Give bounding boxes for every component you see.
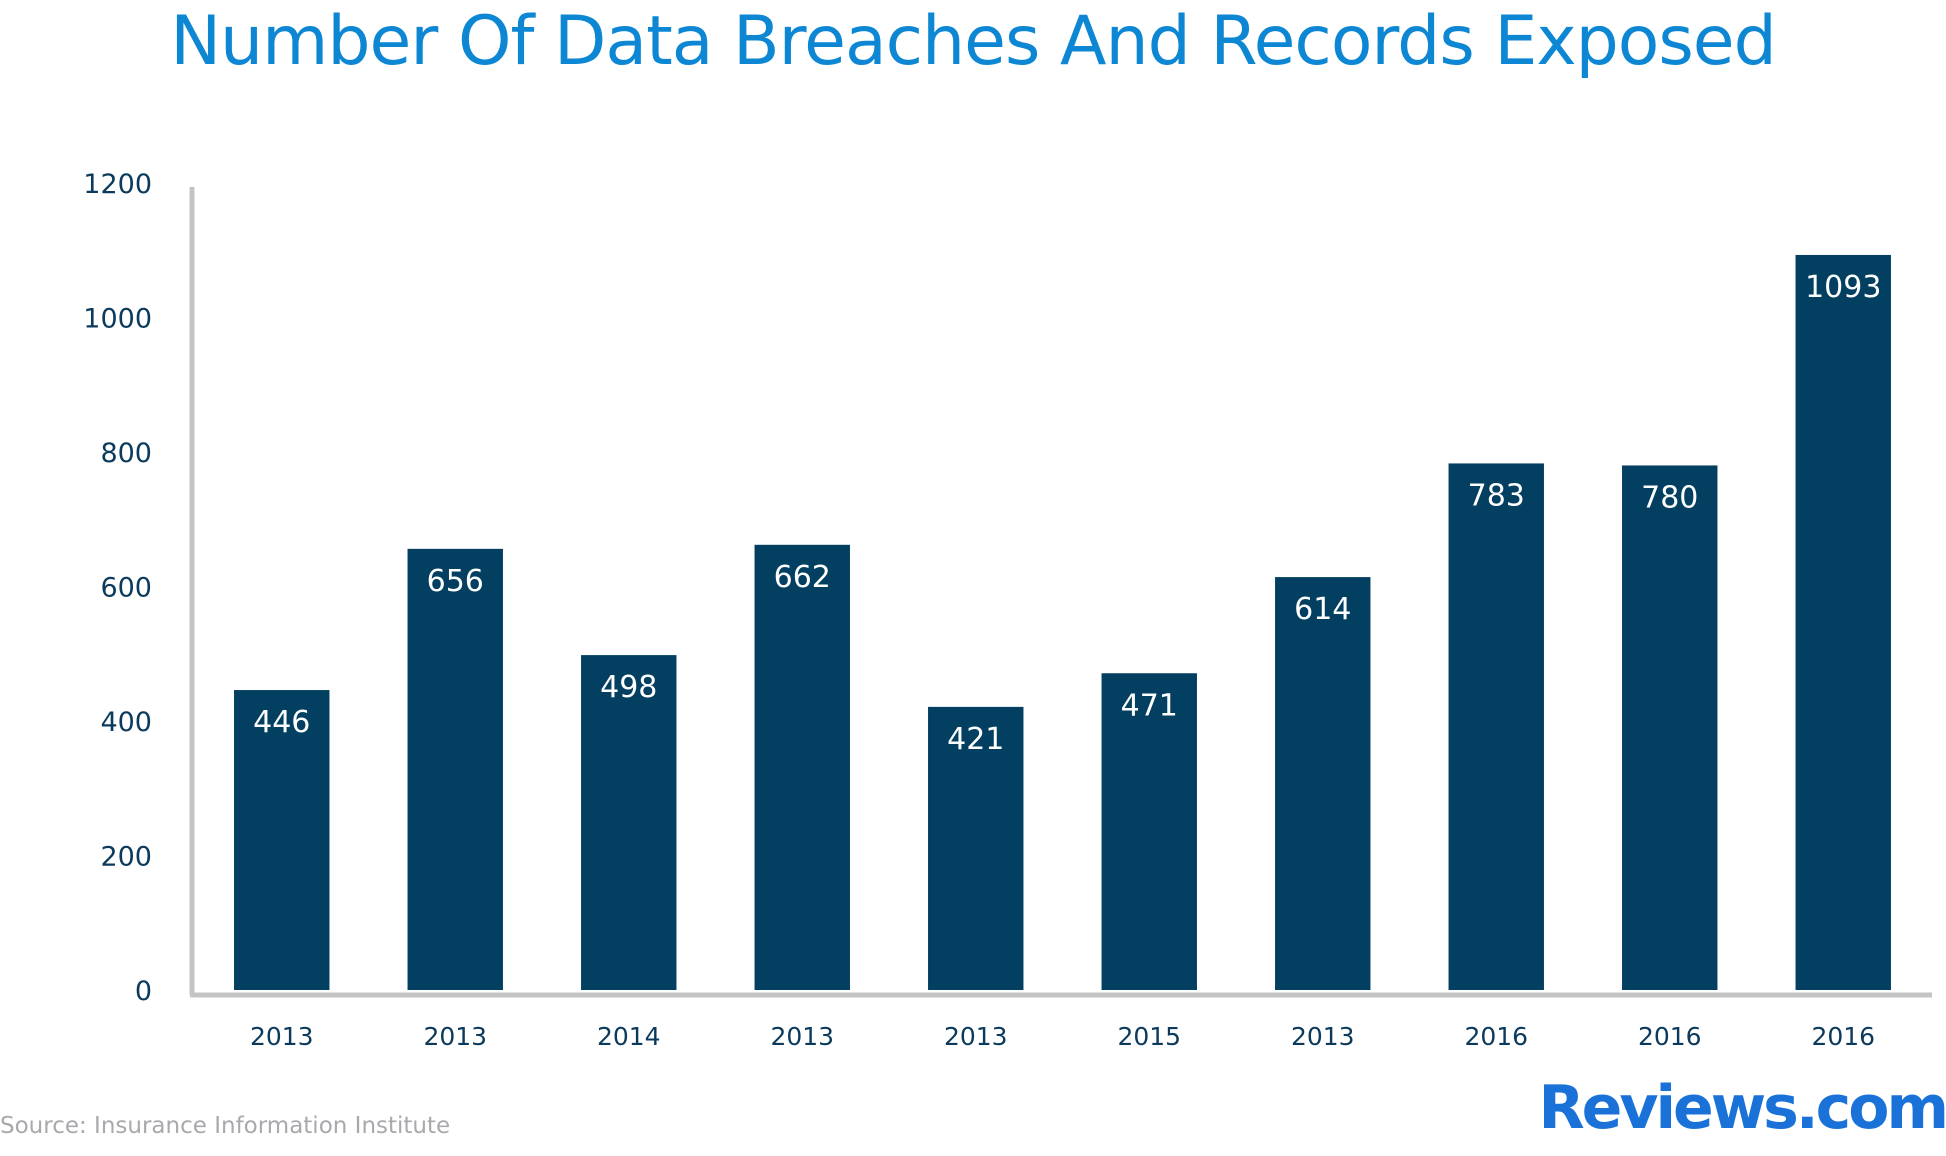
x-tick-label: 2015	[1117, 1022, 1181, 1051]
bar	[1795, 254, 1891, 990]
bar-value-label: 614	[1294, 592, 1351, 627]
bar	[581, 655, 677, 990]
y-tick-label: 0	[135, 976, 152, 1007]
bar-value-label: 421	[947, 722, 1004, 757]
chart-title: Number Of Data Breaches And Records Expo…	[170, 2, 1777, 81]
x-tick-label: 2016	[1464, 1022, 1528, 1051]
bar	[1448, 463, 1544, 990]
bar-value-label: 446	[253, 705, 310, 740]
bar	[754, 544, 850, 990]
brand-logo: Reviews.com	[1538, 1073, 1946, 1143]
bar-value-label: 656	[427, 564, 484, 599]
bar	[1622, 465, 1718, 990]
bar-value-label: 783	[1468, 478, 1525, 513]
bar-value-labels: 446 656 498 662 421 471 614 783 780 1093	[253, 270, 1881, 757]
bar	[928, 706, 1024, 990]
y-tick-label: 400	[100, 707, 152, 738]
y-tick-label: 1000	[83, 304, 152, 335]
source-note: Source: Insurance Information Institute	[0, 1113, 451, 1139]
bar	[1275, 577, 1371, 990]
bar-value-label: 498	[600, 670, 657, 705]
x-axis-labels: 2013 2013 2014 2013 2013 2015 2013 2016 2016 2016	[250, 1022, 1875, 1051]
x-tick-label: 2013	[770, 1022, 834, 1051]
bars	[234, 254, 1891, 990]
bar-value-label: 780	[1641, 480, 1698, 515]
bar-value-label: 662	[774, 560, 831, 595]
y-tick-label: 600	[100, 573, 152, 604]
x-tick-label: 2016	[1811, 1022, 1875, 1051]
x-tick-label: 2016	[1638, 1022, 1702, 1051]
bar	[234, 690, 330, 990]
x-tick-label: 2013	[250, 1022, 314, 1051]
y-tick-label: 1200	[83, 169, 152, 200]
x-tick-label: 2013	[944, 1022, 1008, 1051]
bar	[1101, 673, 1197, 990]
y-tick-label: 200	[100, 842, 152, 873]
bar-value-label: 1093	[1805, 270, 1881, 305]
x-tick-label: 2014	[597, 1022, 661, 1051]
bar	[407, 548, 503, 990]
y-axis-ticks: 0 200 400 600 800 1000 1200	[83, 169, 152, 1007]
x-tick-label: 2013	[423, 1022, 487, 1051]
x-tick-label: 2013	[1291, 1022, 1355, 1051]
bar-value-label: 471	[1121, 688, 1178, 723]
y-tick-label: 800	[100, 438, 152, 469]
